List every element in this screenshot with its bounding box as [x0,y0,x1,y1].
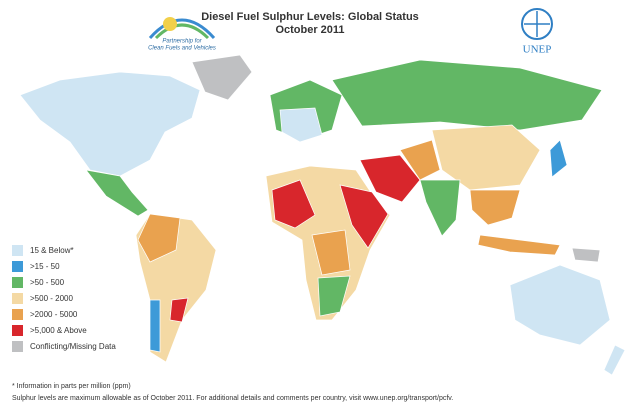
legend-label: Conflicting/Missing Data [30,342,116,351]
legend-label: >500 - 2000 [30,294,73,303]
legend-label: >15 - 50 [30,262,60,271]
legend-swatch [12,309,23,320]
title: Diesel Fuel Sulphur Levels: Global Statu… [201,11,419,23]
legend-swatch [12,341,23,352]
china [431,124,541,191]
europe-west [279,107,323,143]
footnote: * Information in parts per million (ppm) [12,383,131,390]
japan [549,139,568,178]
india [419,179,461,237]
logo-text: UNEP [523,44,552,56]
indonesia [477,234,561,256]
africa-south [317,275,351,317]
central-america [85,169,149,217]
legend-swatch [12,261,23,272]
russia [331,59,603,131]
africa-east-red [339,184,389,249]
logo-arc [154,23,210,40]
central-asia [399,139,441,181]
legend-swatch [12,277,23,288]
new-zealand [603,344,626,376]
world-map [19,54,626,376]
africa-west-red [271,179,316,229]
greenland [191,54,253,101]
south-america-north [137,213,181,263]
logo-globe [524,11,550,37]
legend-label: 15 & Below* [30,246,74,255]
footnote: Sulphur levels are maximum allowable as … [12,395,453,402]
logo-globe [521,8,553,40]
legend-label: >5,000 & Above [30,326,87,335]
subtitle: October 2011 [275,24,344,36]
north-america [19,71,201,177]
chile [149,299,161,353]
australia [509,264,611,346]
logo-text: Clean Fuels and Vehicles [148,46,216,52]
legend-swatch [12,293,23,304]
unep-logo: UNEP [521,8,553,56]
southeast-asia [469,189,521,226]
papua [571,247,601,263]
africa-central [311,229,351,276]
partnership-logo: Partnership for Clean Fuels and Vehicles [148,17,216,52]
legend-label: >2000 - 5000 [30,310,78,319]
logo-text: Partnership for [162,39,202,45]
logo-arc [148,18,216,39]
legend: 15 & Below* >15 - 50 >50 - 500 >500 - 2000 >… [12,245,116,352]
logo-sun [163,17,177,31]
south-america-red [169,297,189,323]
legend-swatch [12,325,23,336]
middle-east [359,154,421,203]
legend-swatch [12,245,23,256]
legend-label: >50 - 500 [30,278,65,287]
